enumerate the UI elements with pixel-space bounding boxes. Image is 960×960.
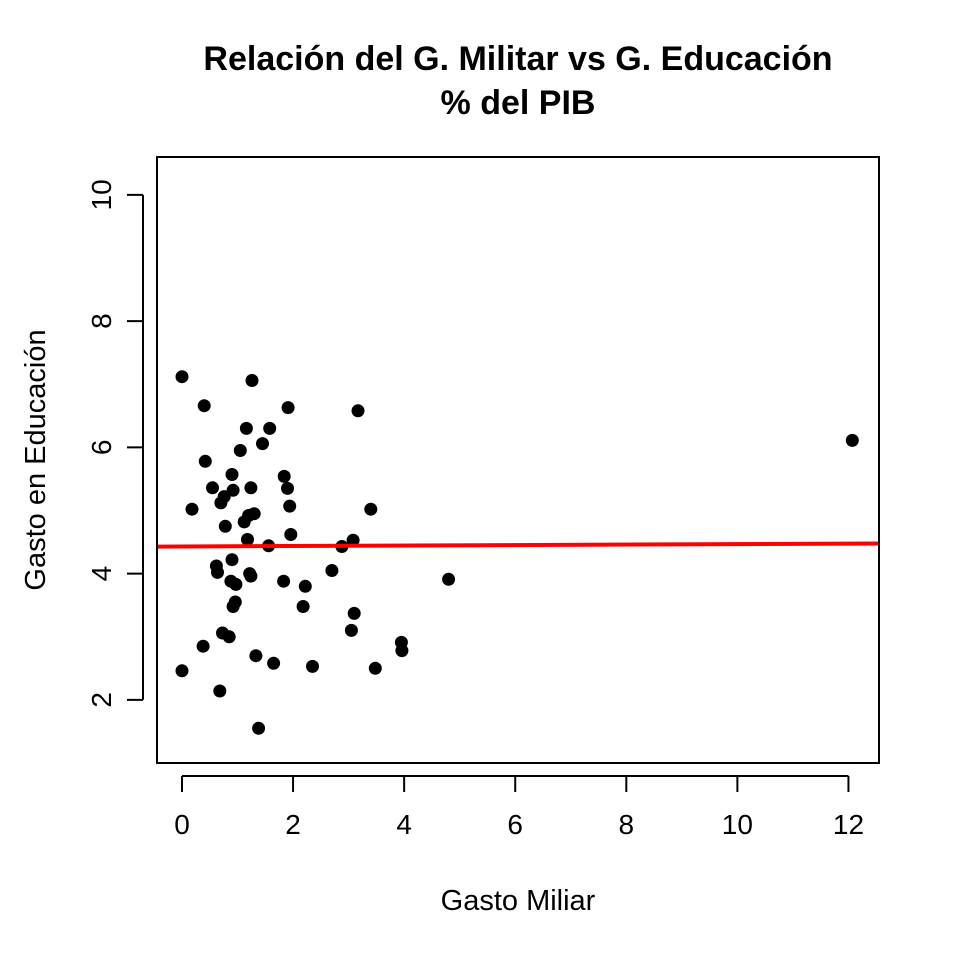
data-point: [346, 533, 360, 547]
data-point: [245, 374, 259, 387]
data-point: [845, 433, 859, 447]
data-point: [241, 533, 254, 546]
data-point: [283, 499, 297, 513]
data-point: [185, 502, 199, 516]
data-point: [197, 399, 211, 413]
data-point: [252, 721, 266, 735]
data-point: [263, 421, 277, 435]
data-point: [284, 528, 298, 541]
y-tick-label: 10: [86, 179, 117, 210]
plot-frame: [156, 156, 880, 764]
data-point: [175, 664, 189, 678]
data-point: [225, 553, 239, 567]
data-point: [344, 623, 358, 637]
chart-subtitle: % del PIB: [441, 84, 596, 122]
data-point: [228, 595, 242, 609]
data-point: [218, 519, 232, 533]
data-point: [211, 565, 224, 579]
data-point: [226, 483, 240, 497]
data-point: [198, 454, 212, 468]
data-point: [277, 574, 291, 588]
data-point: [244, 569, 258, 583]
data-point: [306, 659, 319, 673]
x-tick-label: 10: [722, 809, 753, 840]
x-tick-label: 8: [619, 809, 635, 840]
chart-title: Relación del G. Militar vs G. Educación: [203, 40, 832, 78]
x-axis: 0 2 4 6 8 10 12: [174, 775, 864, 840]
data-point: [298, 579, 312, 593]
y-tick-label: 2: [86, 692, 117, 708]
y-tick-label: 4: [86, 566, 117, 582]
data-point: [244, 481, 258, 495]
y-tick-label: 6: [86, 440, 117, 456]
x-tick-label: 6: [507, 809, 523, 840]
x-axis-title: Gasto Miliar: [441, 885, 596, 917]
y-axis-title: Gasto en Educación: [20, 329, 52, 590]
x-tick-label: 0: [174, 809, 190, 840]
data-point: [351, 404, 365, 418]
data-point: [347, 606, 361, 620]
data-point: [196, 639, 210, 653]
data-point: [239, 421, 253, 435]
data-point: [281, 401, 295, 415]
data-point: [281, 481, 294, 495]
data-point: [175, 370, 189, 384]
data-point: [325, 564, 339, 577]
data-point: [222, 630, 236, 644]
data-point: [213, 684, 227, 698]
data-point: [233, 444, 247, 457]
trend-line: [156, 541, 880, 549]
data-point: [296, 600, 310, 613]
x-tick-label: 4: [396, 809, 412, 840]
data-point: [277, 469, 291, 483]
data-points: [175, 370, 859, 735]
data-point: [249, 649, 263, 663]
data-point: [206, 481, 219, 495]
data-point: [229, 577, 243, 591]
data-point: [267, 656, 281, 670]
y-axis: 2 4 6 8 10: [86, 179, 144, 708]
data-point: [368, 661, 382, 675]
data-point: [256, 437, 269, 451]
x-tick-label: 12: [833, 809, 864, 840]
data-point: [395, 644, 409, 658]
data-point: [442, 572, 456, 586]
trend-line-group: [156, 541, 880, 549]
data-point: [364, 502, 378, 516]
data-point: [225, 468, 239, 481]
data-point: [247, 507, 261, 521]
y-tick-label: 8: [86, 313, 117, 329]
x-tick-label: 2: [285, 809, 301, 840]
